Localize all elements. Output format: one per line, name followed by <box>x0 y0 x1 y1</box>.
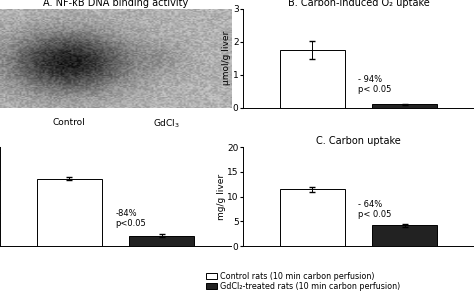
Title: B. Carbon-induced O₂ uptake: B. Carbon-induced O₂ uptake <box>288 0 429 8</box>
Y-axis label: μmol/g liver: μmol/g liver <box>222 31 231 85</box>
Text: GdCl$_3$: GdCl$_3$ <box>153 117 180 130</box>
Y-axis label: mg/g liver: mg/g liver <box>217 174 226 220</box>
Text: - 64%
p< 0.05: - 64% p< 0.05 <box>358 200 392 219</box>
Bar <box>37 178 102 246</box>
Bar <box>372 104 437 108</box>
Bar <box>129 236 194 246</box>
Text: - 94%
p< 0.05: - 94% p< 0.05 <box>358 75 392 94</box>
Bar <box>280 50 345 108</box>
Title: C. Carbon uptake: C. Carbon uptake <box>316 137 401 146</box>
Text: -84%
p<0.05: -84% p<0.05 <box>116 209 146 228</box>
Text: Control: Control <box>53 117 86 127</box>
Bar <box>280 189 345 246</box>
Title: A. NF-κB DNA binding activity: A. NF-κB DNA binding activity <box>43 0 188 8</box>
Bar <box>372 225 437 246</box>
Legend: Control rats (10 min carbon perfusion), GdCl₂-treated rats (10 min carbon perfus: Control rats (10 min carbon perfusion), … <box>205 271 401 292</box>
